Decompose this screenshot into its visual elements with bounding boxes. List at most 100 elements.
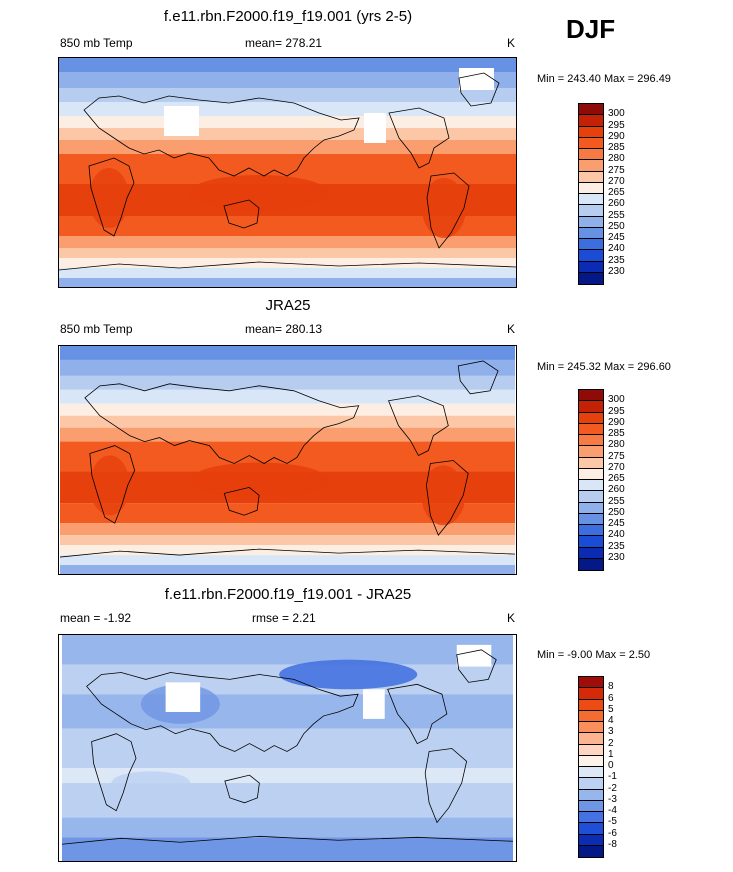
colorbar-tick-label: 0	[608, 760, 614, 771]
colorbar-swatch	[579, 558, 603, 570]
colorbar-tick-label: 1	[608, 748, 614, 760]
colorbar-swatch	[579, 205, 603, 217]
colorbar-swatch	[579, 491, 603, 503]
colorbar-swatch	[579, 800, 603, 812]
colorbar-tick-label: 280	[608, 439, 625, 451]
panel-3-title: f.e11.rbn.F2000.f19_f19.001 - JRA25	[164, 586, 412, 603]
colorbar-tick-label: 255	[608, 495, 625, 507]
colorbar-swatch	[579, 250, 603, 262]
panel-3-rmse-label: rmse = 2.21	[252, 611, 316, 625]
colorbar-swatch	[579, 115, 603, 127]
colorbar-swatch	[579, 216, 603, 228]
panel-1-units: K	[507, 36, 516, 50]
panel-1-colorbar	[578, 103, 604, 285]
panel-1-left-label: 850 mb Temp	[60, 36, 133, 50]
colorbar-swatch	[579, 126, 603, 138]
colorbar-swatch	[579, 468, 603, 480]
colorbar-swatch	[579, 502, 603, 514]
colorbar-tick-label: 230	[608, 551, 625, 563]
colorbar-tick-label: 235	[608, 540, 625, 552]
season-label: DJF	[566, 14, 616, 44]
panel-2-minmax: Min = 245.32 Max = 296.60	[537, 361, 671, 373]
panel-3-minmax: Min = -9.00 Max = 2.50	[537, 649, 651, 661]
colorbar-swatch	[579, 171, 603, 183]
colorbar-swatch	[579, 435, 603, 447]
colorbar-swatch	[579, 845, 603, 857]
colorbar-swatch	[579, 412, 603, 424]
colorbar-tick-label: 235	[608, 254, 625, 266]
colorbar-tick-label: 3	[608, 726, 614, 738]
colorbar-swatch	[579, 778, 603, 790]
colorbar-tick-label: 245	[608, 232, 625, 243]
colorbar-tick-label: 280	[608, 153, 625, 165]
colorbar-tick-label: 290	[608, 130, 625, 142]
colorbar-swatch	[579, 160, 603, 172]
colorbar-swatch	[579, 446, 603, 458]
colorbar-swatch	[579, 823, 603, 835]
colorbar-tick-label: 265	[608, 187, 625, 198]
panel-1-title: f.e11.rbn.F2000.f19_f19.001 (yrs 2-5)	[163, 8, 413, 25]
colorbar-swatch	[579, 699, 603, 711]
colorbar-tick-label: 2	[608, 737, 614, 749]
colorbar-tick-label: 275	[608, 164, 625, 176]
colorbar-tick-label: -6	[608, 827, 617, 839]
colorbar-swatch	[579, 688, 603, 700]
colorbar-tick-label: -3	[608, 793, 617, 805]
colorbar-tick-label: 5	[608, 703, 614, 715]
colorbar-swatch	[579, 149, 603, 161]
colorbar-swatch	[579, 744, 603, 756]
colorbar-tick-label: 245	[608, 518, 625, 529]
colorbar-swatch	[579, 547, 603, 559]
panel-3-map	[58, 634, 517, 862]
colorbar-tick-label: 4	[608, 715, 614, 726]
colorbar-swatch	[579, 194, 603, 206]
panel-2-mean-label: mean= 280.13	[245, 322, 323, 336]
colorbar-tick-label: 250	[608, 220, 625, 232]
colorbar-tick-label: -5	[608, 816, 617, 828]
panel-2-title: JRA25	[265, 297, 311, 314]
colorbar-tick-label: 255	[608, 209, 625, 221]
colorbar-swatch	[579, 513, 603, 525]
colorbar-tick-label: 250	[608, 506, 625, 518]
colorbar-swatch	[579, 182, 603, 194]
colorbar-tick-label: 270	[608, 175, 625, 187]
colorbar-swatch	[579, 722, 603, 734]
colorbar-swatch	[579, 423, 603, 435]
panel-2-left-label: 850 mb Temp	[60, 322, 133, 336]
colorbar-swatch	[579, 137, 603, 149]
colorbar-swatch	[579, 104, 603, 116]
colorbar-tick-label: 260	[608, 198, 625, 210]
colorbar-swatch	[579, 525, 603, 537]
colorbar-tick-label: 295	[608, 119, 625, 131]
colorbar-tick-label: 260	[608, 484, 625, 496]
colorbar-swatch	[579, 789, 603, 801]
colorbar-swatch	[579, 710, 603, 722]
colorbar-tick-label: -8	[608, 838, 617, 850]
colorbar-swatch	[579, 480, 603, 492]
panel-3-mean-label: mean = -1.92	[60, 611, 132, 625]
panel-2-colorbar	[578, 389, 604, 571]
colorbar-tick-label: 285	[608, 428, 625, 439]
colorbar-swatch	[579, 755, 603, 767]
colorbar-tick-label: 265	[608, 473, 625, 484]
panel-1-mean-label: mean= 278.21	[245, 36, 323, 50]
colorbar-swatch	[579, 390, 603, 402]
panel-2-map	[58, 345, 517, 575]
colorbar-tick-label: 8	[608, 681, 614, 693]
colorbar-tick-label: -2	[608, 782, 617, 794]
colorbar-swatch	[579, 733, 603, 745]
panel-1-map-plot	[59, 58, 516, 287]
colorbar-tick-label: 300	[608, 394, 625, 406]
colorbar-swatch	[579, 261, 603, 273]
colorbar-tick-label: 6	[608, 692, 614, 704]
colorbar-tick-label: 285	[608, 142, 625, 153]
panel-1-minmax: Min = 243.40 Max = 296.49	[537, 73, 671, 85]
colorbar-swatch	[579, 457, 603, 469]
colorbar-tick-label: -4	[608, 805, 617, 816]
colorbar-tick-label: 275	[608, 450, 625, 462]
colorbar-swatch	[579, 812, 603, 824]
colorbar-tick-label: 270	[608, 461, 625, 473]
colorbar-tick-label: 230	[608, 265, 625, 277]
colorbar-tick-label: 290	[608, 416, 625, 428]
panel-3-units: K	[507, 611, 516, 625]
